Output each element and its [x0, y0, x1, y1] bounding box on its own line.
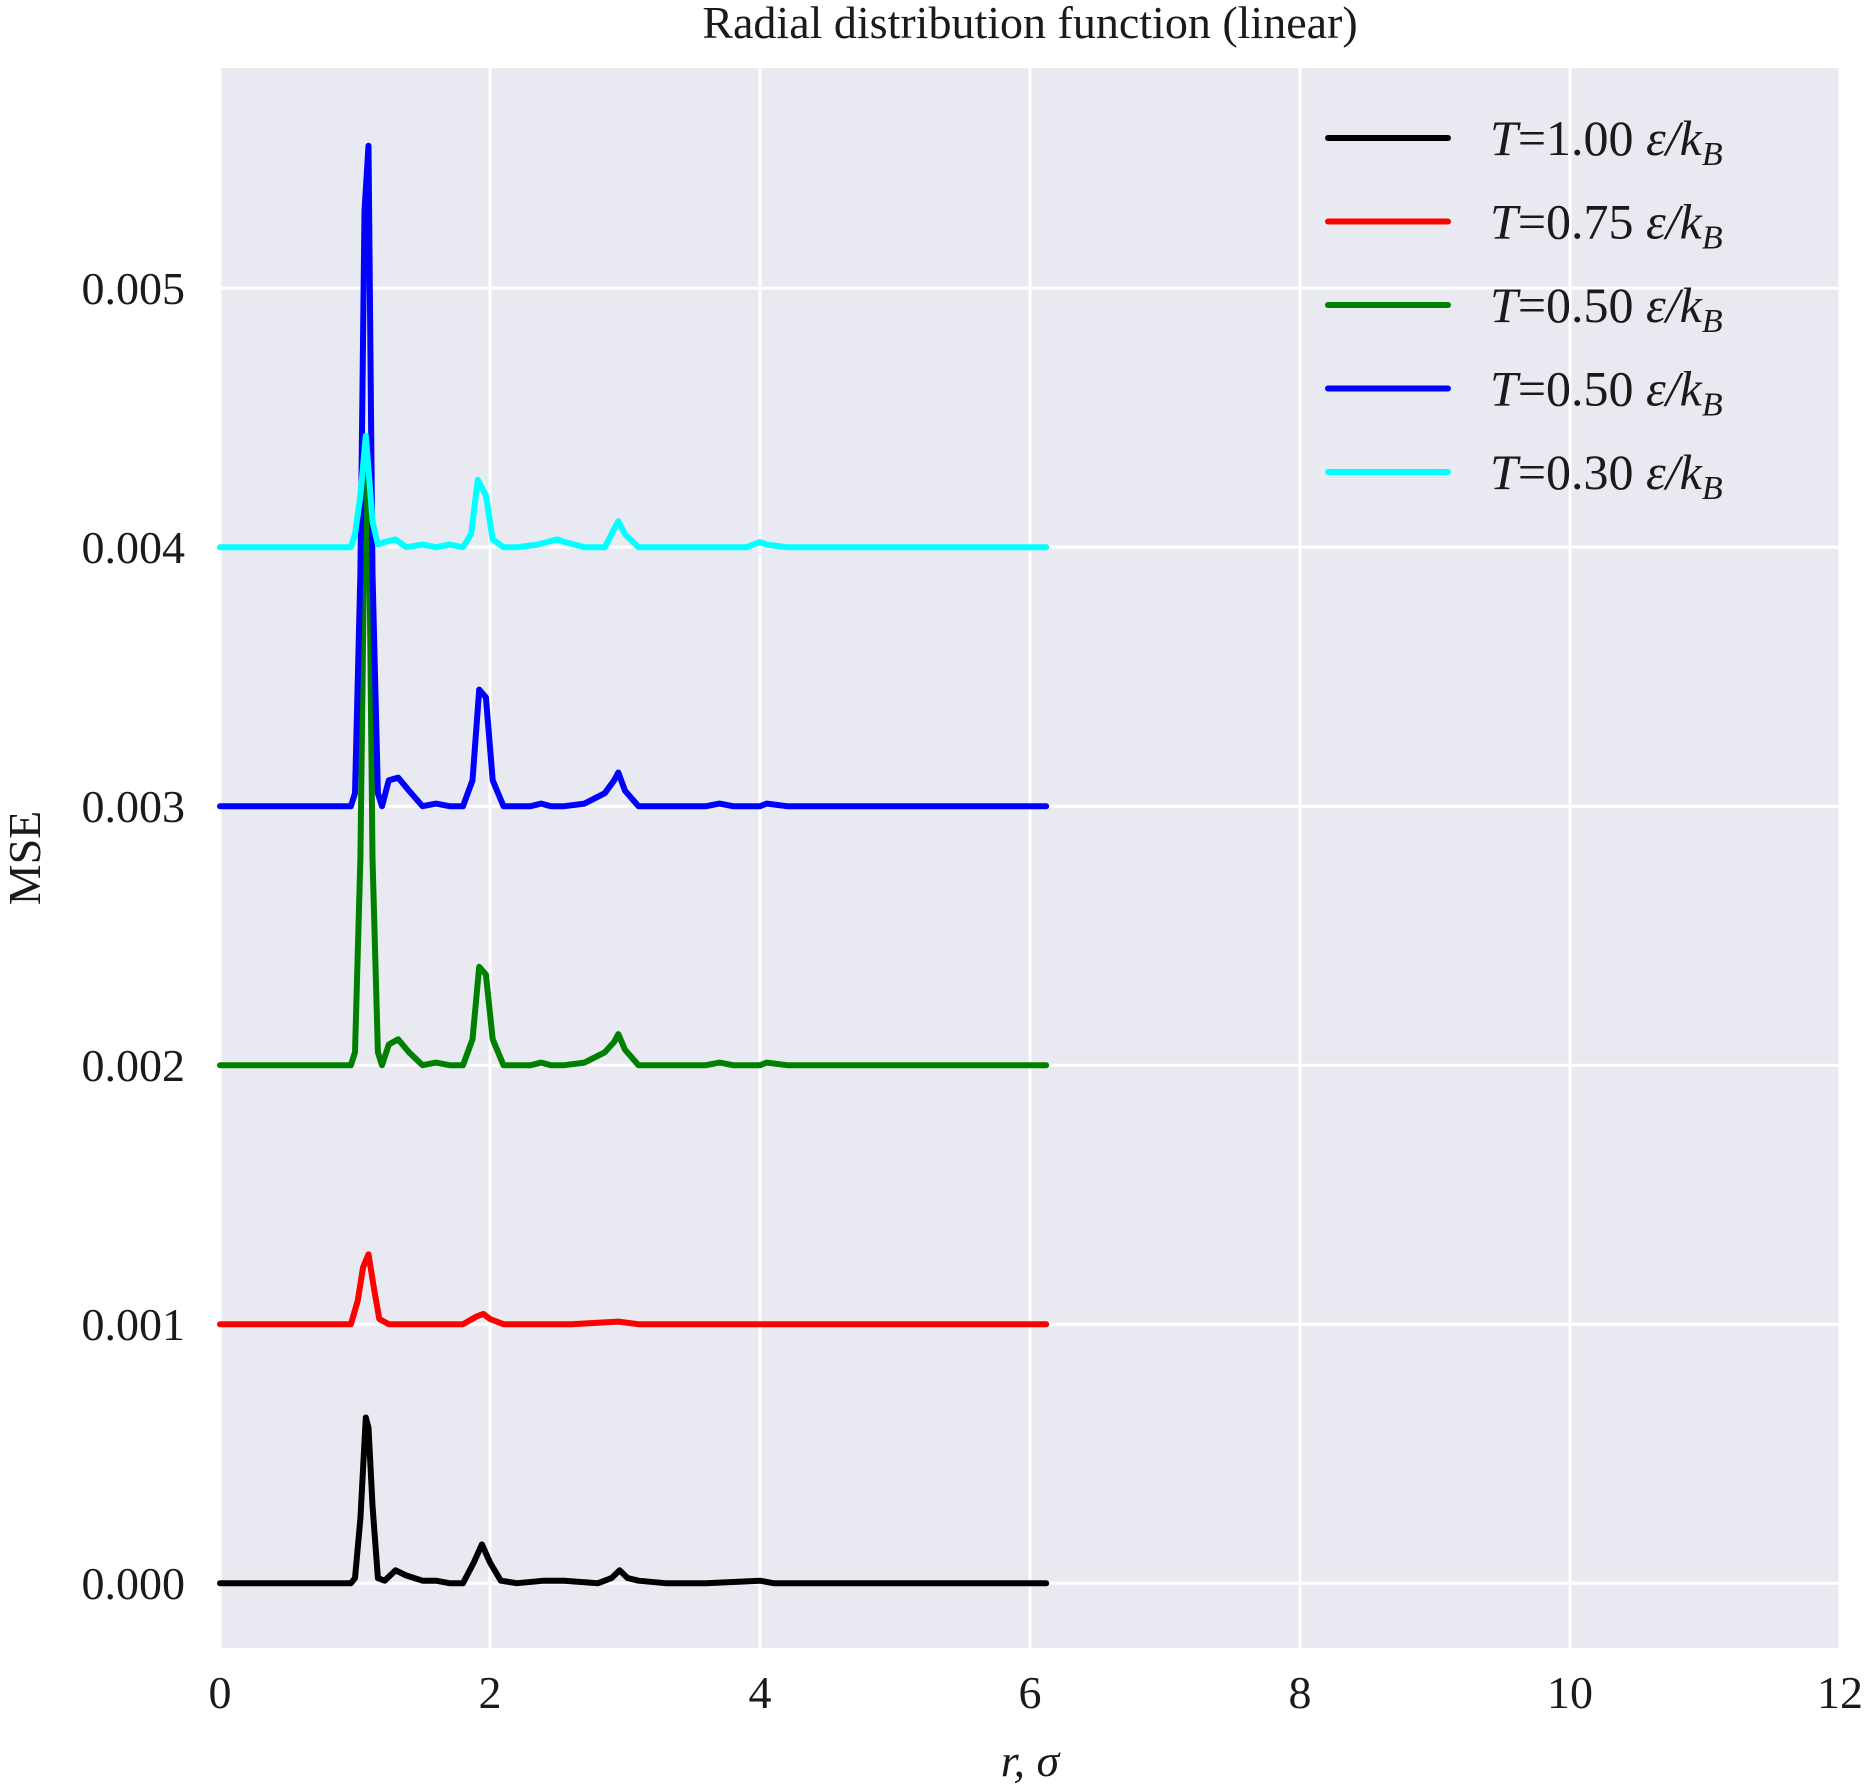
y-axis-label: MSE: [0, 811, 50, 906]
x-axis-label: r, σ: [1001, 1735, 1062, 1786]
y-tick-label: 0.004: [82, 522, 186, 573]
x-axis-ticks: 0 2 4 6 8 10 12: [209, 1667, 1864, 1718]
series-line-3: [217, 466, 1050, 1069]
series-line-2: [217, 1251, 1050, 1328]
legend-label-4: T=0.50 ε/kB: [1490, 361, 1723, 424]
x-tick-label: 4: [749, 1667, 772, 1718]
series-line-1: [217, 1414, 1050, 1587]
y-tick-label: 0.005: [82, 263, 186, 314]
x-tick-label: 12: [1817, 1667, 1863, 1718]
x-tick-label: 2: [479, 1667, 502, 1718]
legend: T=1.00 ε/kB T=0.75 ε/kB T=0.50 ε/kB T=0.50 …: [1325, 110, 1723, 507]
y-tick-label: 0.001: [82, 1299, 186, 1350]
x-tick-label: 0: [209, 1667, 232, 1718]
legend-label-1: T=1.00 ε/kB: [1490, 110, 1723, 173]
y-tick-label: 0.003: [82, 781, 186, 832]
chart-title: Radial distribution function (linear): [702, 0, 1357, 48]
y-axis-ticks: 0.000 0.001 0.002 0.003 0.004 0.005: [82, 263, 186, 1609]
x-tick-label: 8: [1289, 1667, 1312, 1718]
legend-label-2: T=0.75 ε/kB: [1490, 194, 1723, 257]
series-line-5: [217, 432, 1050, 551]
y-tick-label: 0.002: [82, 1040, 186, 1091]
x-tick-label: 6: [1019, 1667, 1042, 1718]
x-tick-label: 10: [1547, 1667, 1593, 1718]
legend-label-3: T=0.50 ε/kB: [1490, 277, 1723, 340]
y-tick-label: 0.000: [82, 1558, 186, 1609]
series-lines: [217, 142, 1050, 1587]
legend-label-5: T=0.30 ε/kB: [1490, 444, 1723, 507]
series-line-4: [217, 142, 1050, 810]
